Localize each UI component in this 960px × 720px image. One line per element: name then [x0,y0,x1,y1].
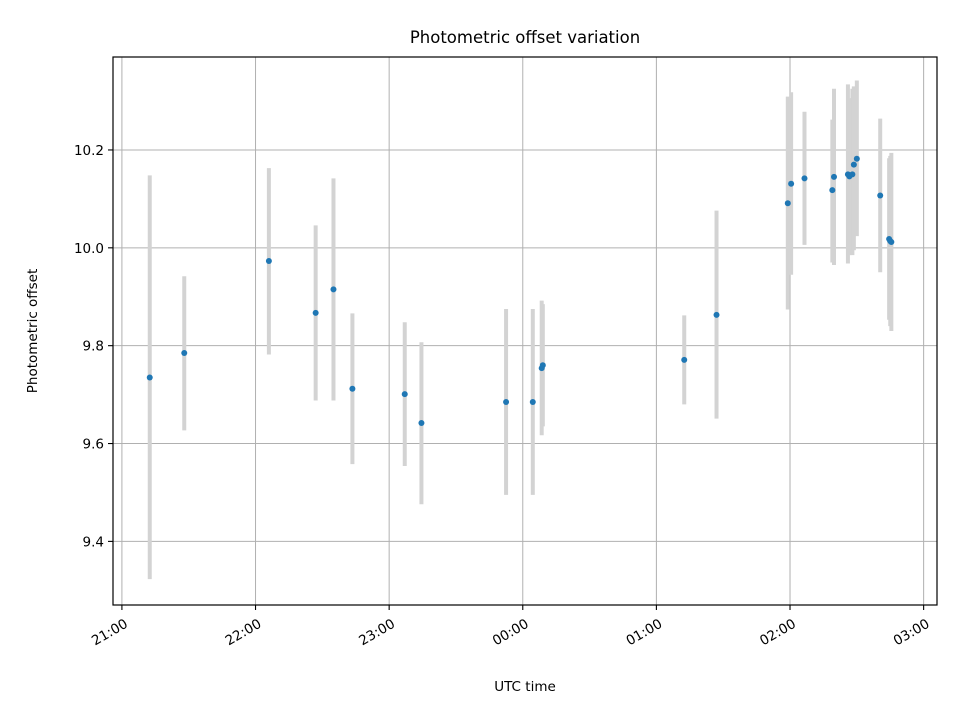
x-tick-label: 00:00 [490,616,532,649]
data-points [146,155,895,426]
y-tick-label: 9.8 [83,339,104,355]
x-tick-label: 23:00 [356,616,398,649]
data-point [784,200,791,207]
data-point [831,173,837,180]
data-point [877,192,884,199]
data-point [713,311,720,318]
data-point [418,419,425,426]
x-tick-label: 01:00 [623,616,665,649]
y-axis-label: Photometric offset [25,269,41,393]
data-point [801,175,808,182]
data-point [788,180,795,187]
x-axis-ticks: 21:00 22:00 23:00 00:00 01:00 02:00 03:00 [89,605,932,649]
data-point [849,171,856,178]
chart-title: Photometric offset variation [410,28,640,47]
y-tick-label: 10.0 [74,241,104,257]
data-point [349,385,356,392]
x-tick-label: 21:00 [89,616,131,649]
data-point [888,238,895,245]
error-bars [147,80,894,580]
grid-lines [113,57,937,605]
data-point [829,187,836,194]
x-axis-label: UTC time [494,679,556,695]
data-point [539,362,546,369]
x-tick-label: 03:00 [891,616,933,649]
data-point [529,398,536,405]
data-point [330,286,337,293]
data-point [503,398,510,405]
data-point [850,161,857,168]
y-axis-ticks: 9.4 9.6 9.8 10.0 10.2 [74,143,113,550]
x-tick-label: 02:00 [757,616,799,649]
data-point [146,374,153,381]
data-point [265,258,272,265]
data-point [401,391,408,398]
y-tick-label: 9.4 [83,534,104,550]
data-point [853,155,860,162]
x-tick-label: 22:00 [223,616,265,649]
data-point [312,309,319,316]
y-tick-label: 9.6 [83,437,104,453]
data-point [181,350,188,357]
y-tick-label: 10.2 [74,143,104,159]
plot-frame [112,56,938,606]
data-point [681,356,688,363]
